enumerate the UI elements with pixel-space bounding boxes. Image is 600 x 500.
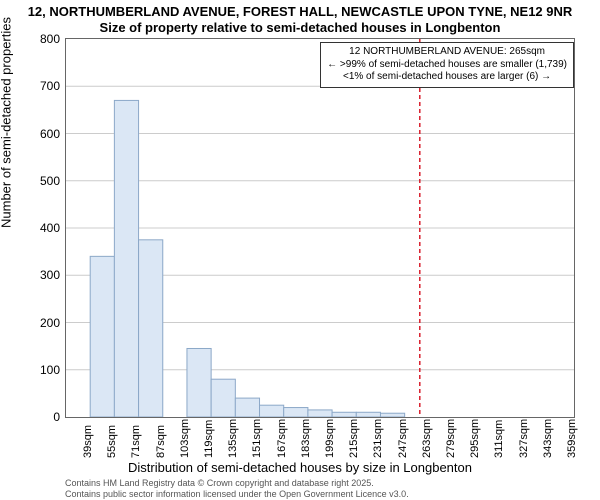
x-tick-label: 327sqm	[518, 419, 530, 458]
footer: Contains HM Land Registry data © Crown c…	[65, 478, 409, 500]
chart-title-line1: 12, NORTHUMBERLAND AVENUE, FOREST HALL, …	[0, 4, 600, 19]
annotation-line3: <1% of semi-detached houses are larger (…	[327, 71, 567, 84]
x-tick-label: 279sqm	[445, 419, 457, 458]
bar	[260, 405, 284, 417]
chart-container: 12, NORTHUMBERLAND AVENUE, FOREST HALL, …	[0, 0, 600, 500]
y-tick-label: 800	[20, 32, 60, 46]
y-axis-title: Number of semi-detached properties	[0, 17, 14, 228]
annotation-box: 12 NORTHUMBERLAND AVENUE: 265sqm ← >99% …	[320, 42, 574, 88]
bar	[284, 408, 308, 417]
bar	[139, 240, 163, 417]
y-tick-label: 200	[20, 316, 60, 330]
annotation-line2: ← >99% of semi-detached houses are small…	[327, 59, 567, 72]
x-tick-label: 39sqm	[82, 425, 94, 458]
x-tick-label: 231sqm	[372, 419, 384, 458]
y-tick-label: 500	[20, 174, 60, 188]
bar	[211, 379, 235, 417]
bar	[187, 348, 211, 417]
chart-title-line2: Size of property relative to semi-detach…	[0, 20, 600, 35]
bar	[356, 412, 380, 417]
bar	[235, 398, 259, 417]
footer-line1: Contains HM Land Registry data © Crown c…	[65, 478, 409, 489]
x-tick-label: 343sqm	[542, 419, 554, 458]
x-tick-label: 167sqm	[276, 419, 288, 458]
y-tick-label: 600	[20, 127, 60, 141]
plot-area	[65, 38, 575, 418]
footer-line2: Contains public sector information licen…	[65, 489, 409, 500]
x-tick-label: 263sqm	[421, 419, 433, 458]
y-tick-label: 100	[20, 363, 60, 377]
y-tick-label: 400	[20, 221, 60, 235]
plot-svg	[66, 39, 574, 417]
x-tick-label: 151sqm	[251, 419, 263, 458]
x-tick-label: 119sqm	[203, 420, 215, 458]
bar	[308, 410, 332, 417]
x-tick-label: 87sqm	[155, 425, 167, 458]
bar	[114, 100, 138, 417]
bar	[332, 412, 356, 417]
bar	[90, 256, 114, 417]
x-tick-label: 359sqm	[566, 419, 578, 458]
bar	[380, 413, 404, 417]
x-tick-label: 103sqm	[179, 419, 191, 458]
x-tick-label: 71sqm	[130, 425, 142, 458]
x-tick-label: 183sqm	[300, 419, 312, 458]
x-tick-label: 199sqm	[324, 419, 336, 458]
x-tick-label: 311sqm	[493, 420, 505, 458]
x-axis-title: Distribution of semi-detached houses by …	[0, 460, 600, 475]
y-tick-label: 300	[20, 268, 60, 282]
x-tick-label: 215sqm	[348, 419, 360, 458]
x-tick-label: 247sqm	[397, 419, 409, 458]
x-tick-label: 295sqm	[469, 419, 481, 458]
x-tick-label: 135sqm	[227, 419, 239, 458]
y-tick-label: 0	[20, 410, 60, 424]
y-tick-label: 700	[20, 79, 60, 93]
annotation-line1: 12 NORTHUMBERLAND AVENUE: 265sqm	[327, 46, 567, 59]
x-tick-label: 55sqm	[106, 425, 118, 458]
